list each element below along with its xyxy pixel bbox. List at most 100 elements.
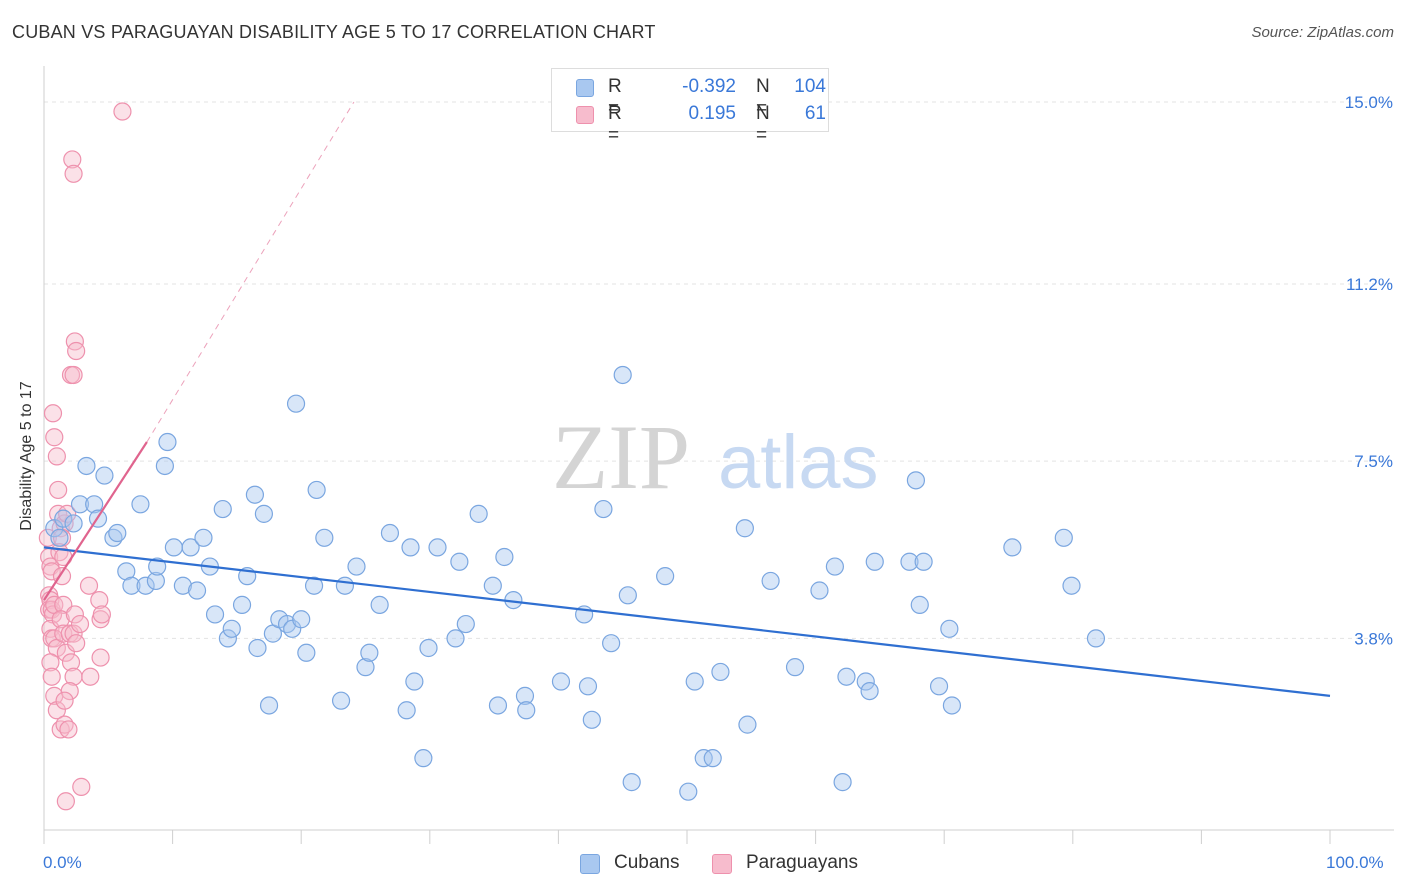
y-tick-labels: 3.8% 7.5% 11.2% 15.0% xyxy=(1345,93,1393,648)
paraguayan-trend-line xyxy=(43,441,148,601)
cuban-point xyxy=(703,749,722,768)
paraguayan-point xyxy=(63,150,82,169)
correlation-legend: R = -0.392 N = 104 R = 0.195 N = 61 xyxy=(551,68,829,146)
cuban-point xyxy=(515,686,535,705)
axes xyxy=(43,66,1394,844)
cuban-point xyxy=(414,749,433,768)
watermark: ZIP atlas xyxy=(552,406,879,508)
cuban-point xyxy=(158,432,177,452)
paraguayan-point xyxy=(91,648,110,667)
cuban-point xyxy=(679,782,698,801)
cuban-point xyxy=(685,672,704,691)
watermark-zip: ZIP xyxy=(552,406,690,508)
cuban-point xyxy=(218,629,237,648)
watermark-atlas: atlas xyxy=(718,420,879,505)
x-tick-label-max: 100.0% xyxy=(1326,853,1384,872)
x-tick-label-min: 0.0% xyxy=(43,853,82,872)
cuban-point xyxy=(254,504,274,523)
cuban-point xyxy=(164,538,183,557)
paraguayan-point xyxy=(60,681,79,701)
cuban-point xyxy=(860,681,879,701)
paraguayan-point xyxy=(67,341,86,361)
cuban-point xyxy=(837,667,856,686)
cuban-trend-line xyxy=(43,546,1331,697)
paraguayan-point xyxy=(92,605,111,624)
y-tick-label: 15.0% xyxy=(1345,93,1393,112)
paraguayan-point xyxy=(55,691,74,710)
cuban-point xyxy=(785,658,805,677)
paraguayan-point xyxy=(59,720,78,739)
source-label: Source: ZipAtlas.com xyxy=(1251,24,1394,41)
paraguayan-point xyxy=(42,562,61,581)
cuban-point xyxy=(108,523,127,543)
cuban-point xyxy=(825,557,844,576)
cuban-point xyxy=(232,595,252,614)
paraguayan-point xyxy=(41,653,60,672)
cuban-point xyxy=(205,605,225,624)
paraguayans-legend-swatch xyxy=(712,854,732,874)
n-label: N = xyxy=(756,76,770,119)
cuban-point xyxy=(194,528,213,547)
paraguayan-point xyxy=(64,164,83,183)
cuban-point xyxy=(380,523,400,543)
paraguayan-point xyxy=(47,447,66,466)
cuban-point xyxy=(1003,538,1022,557)
cuban-point xyxy=(656,567,675,586)
paraguayan-point xyxy=(47,701,66,720)
cuban-point xyxy=(914,552,933,571)
cuban-point xyxy=(401,538,420,557)
cuban-point xyxy=(810,581,829,600)
cuban-point xyxy=(495,547,514,567)
paraguayan-point xyxy=(42,667,61,686)
cuban-point xyxy=(446,629,465,648)
cuban-point xyxy=(213,499,232,519)
paraguayan-point xyxy=(51,610,70,629)
cuban-point xyxy=(181,538,200,557)
paraguayan-trend-extension xyxy=(146,101,355,443)
cuban-point xyxy=(1086,629,1106,648)
cuban-point xyxy=(173,576,192,595)
cuban-point xyxy=(148,557,167,576)
paraguayan-point xyxy=(65,332,84,351)
paraguayan-point xyxy=(113,102,132,121)
cuban-point xyxy=(297,643,316,662)
cuban-point xyxy=(245,485,265,504)
cuban-point xyxy=(304,576,324,595)
cuban-point xyxy=(483,576,502,595)
cuban-point xyxy=(735,519,754,538)
cuban-point xyxy=(1054,528,1073,547)
cuban-point xyxy=(50,528,69,547)
paraguayan-point xyxy=(56,792,75,811)
cuban-point xyxy=(622,773,641,792)
paraguayan-point xyxy=(45,428,64,447)
cuban-point xyxy=(711,662,730,682)
cuban-point xyxy=(70,495,90,514)
cuban-point xyxy=(856,672,875,691)
paraguayans-swatch xyxy=(576,106,594,124)
cuban-point xyxy=(397,701,416,720)
paraguayan-point xyxy=(81,667,100,686)
cuban-point xyxy=(54,509,73,528)
cuban-point xyxy=(187,581,207,600)
cuban-point xyxy=(761,571,780,591)
cuban-point xyxy=(942,696,962,715)
cuban-point xyxy=(315,528,334,547)
cuban-point xyxy=(292,610,311,629)
cuban-point xyxy=(248,638,267,658)
y-axis-label: Disability Age 5 to 17 xyxy=(18,381,35,531)
cuban-point xyxy=(488,696,508,715)
cuban-point xyxy=(551,672,571,691)
cuban-point xyxy=(940,619,959,638)
cuban-point xyxy=(618,586,637,605)
cuban-point xyxy=(517,701,536,720)
cuban-point xyxy=(335,576,355,595)
cubans-swatch xyxy=(576,79,594,97)
cuban-point xyxy=(900,552,919,571)
paraguayan-point xyxy=(43,404,63,423)
cuban-point xyxy=(450,552,469,571)
cuban-point xyxy=(64,514,83,533)
paraguayan-point xyxy=(64,365,83,385)
paraguayans-n-value: 61 xyxy=(804,103,826,124)
paraguayans-legend-label: Paraguayans xyxy=(746,852,858,873)
